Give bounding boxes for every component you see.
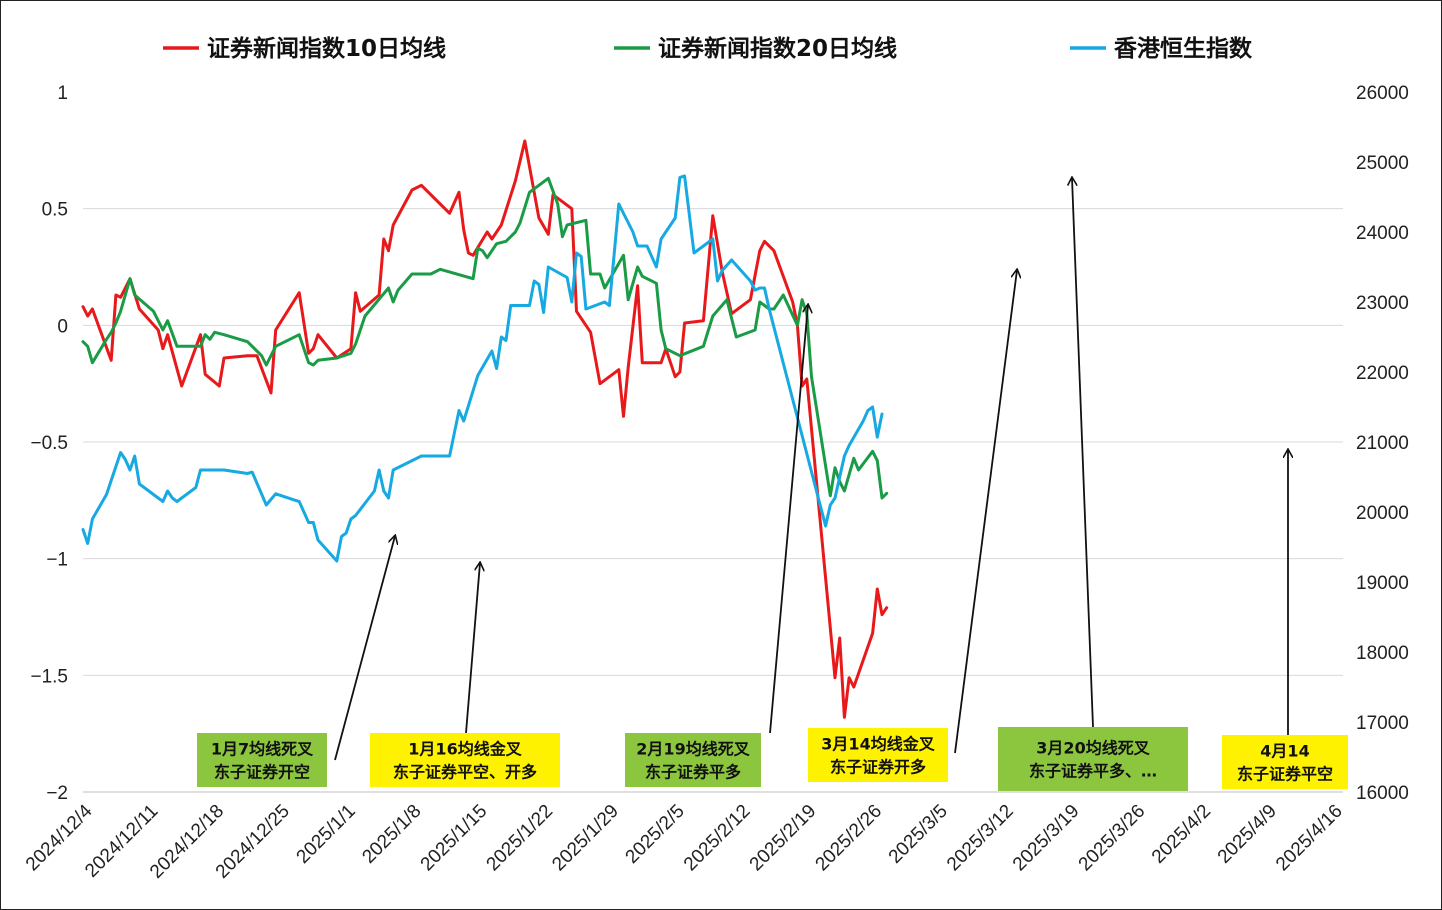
series-line-1 [81,176,889,500]
annotation-text: 东子证券开多 [830,758,926,777]
y-right-tick-label: 21000 [1356,433,1409,454]
y-left-tick-label: −1 [46,550,68,571]
legend-label-2: 香港恒生指数 [1114,36,1253,62]
x-tick-label: 2025/1/22 [483,801,558,876]
y-right-tick-label: 16000 [1356,783,1409,804]
y-right-tick-label: 25000 [1356,153,1409,174]
annotation-text: 东子证券开空 [214,763,310,782]
annotation-text: 东子证券平空 [1237,765,1333,784]
x-tick-label: 2025/2/5 [622,801,689,868]
y-left-tick-label: 0.5 [42,200,68,221]
annotation-box-1 [370,733,560,787]
x-tick-label: 2025/3/26 [1075,801,1150,876]
x-tick-label: 2025/4/9 [1214,801,1281,868]
x-tick-label: 2025/1/15 [417,801,492,876]
x-tick-label: 2025/3/19 [1009,801,1084,876]
annotation-text: 4月14 [1260,742,1309,761]
legend-label-1: 证券新闻指数20日均线 [658,35,897,62]
x-tick-label: 2025/3/12 [943,801,1018,876]
x-tick-label: 2025/1/1 [293,801,360,868]
annotation-box-2 [625,733,761,787]
y-left-tick-label: 1 [57,83,68,104]
x-tick-label: 2025/4/16 [1272,801,1347,876]
annotation-text: 3月20均线死叉 [1036,739,1150,758]
y-right-tick-label: 17000 [1356,713,1409,734]
annotations: 1月7均线死叉东子证券开空1月16均线金叉东子证券平空、开多2月19均线死叉东子… [197,178,1348,791]
y-right-tick-label: 24000 [1356,223,1409,244]
y-right-tick-label: 23000 [1356,293,1409,314]
y-left-tick-label: 0 [57,316,68,337]
x-tick-label: 2025/2/19 [746,801,821,876]
annotation-text: 东子证券平空、开多 [393,763,537,782]
y-left-axis: 1 0.5 0 −0.5 −1 −1.5 −2 [30,83,1343,804]
legend: 证券新闻指数10日均线 证券新闻指数20日均线 香港恒生指数 [163,35,1253,62]
annotation-text: 1月16均线金叉 [408,740,522,759]
annotation-arrow-2 [769,305,808,734]
annotation-text: 东子证券平多 [645,763,741,782]
x-tick-label: 2025/1/29 [548,801,623,876]
annotation-arrow-1 [465,563,480,734]
y-right-axis: 26000 25000 24000 23000 22000 21000 20000 19000… [1356,83,1409,804]
y-left-tick-label: −2 [46,783,68,804]
x-tick-label: 2025/1/8 [358,801,425,868]
series-line-0 [81,139,889,719]
y-left-tick-label: −1.5 [30,666,68,687]
y-right-tick-label: 26000 [1356,83,1409,104]
annotation-box-4 [998,727,1188,791]
annotation-arrow-0 [334,536,395,761]
legend-label-0: 证券新闻指数10日均线 [207,35,446,62]
annotation-box-5 [1222,735,1348,789]
x-tick-label: 2025/3/5 [885,801,952,868]
annotation-text: 3月14均线金叉 [821,735,935,754]
x-tick-label: 2025/4/2 [1148,801,1215,868]
annotation-arrow-4 [1072,178,1094,728]
annotation-text: 东子证券平多、… [1029,762,1157,781]
x-axis: 2024/12/42024/12/112024/12/182024/12/252… [22,800,1347,882]
y-right-tick-label: 20000 [1356,503,1409,524]
y-left-tick-label: −0.5 [30,433,68,454]
x-tick-label: 2025/2/26 [812,801,887,876]
series-line-2 [81,174,884,563]
y-right-tick-label: 18000 [1356,643,1409,664]
y-right-tick-label: 19000 [1356,573,1409,594]
y-right-tick-label: 22000 [1356,363,1409,384]
annotation-text: 1月7均线死叉 [211,740,314,759]
annotation-box-3 [808,728,948,782]
annotation-box-0 [197,733,327,787]
annotation-arrow-3 [954,270,1017,754]
x-tick-label: 2025/2/12 [680,801,755,876]
annotation-text: 2月19均线死叉 [636,740,750,759]
